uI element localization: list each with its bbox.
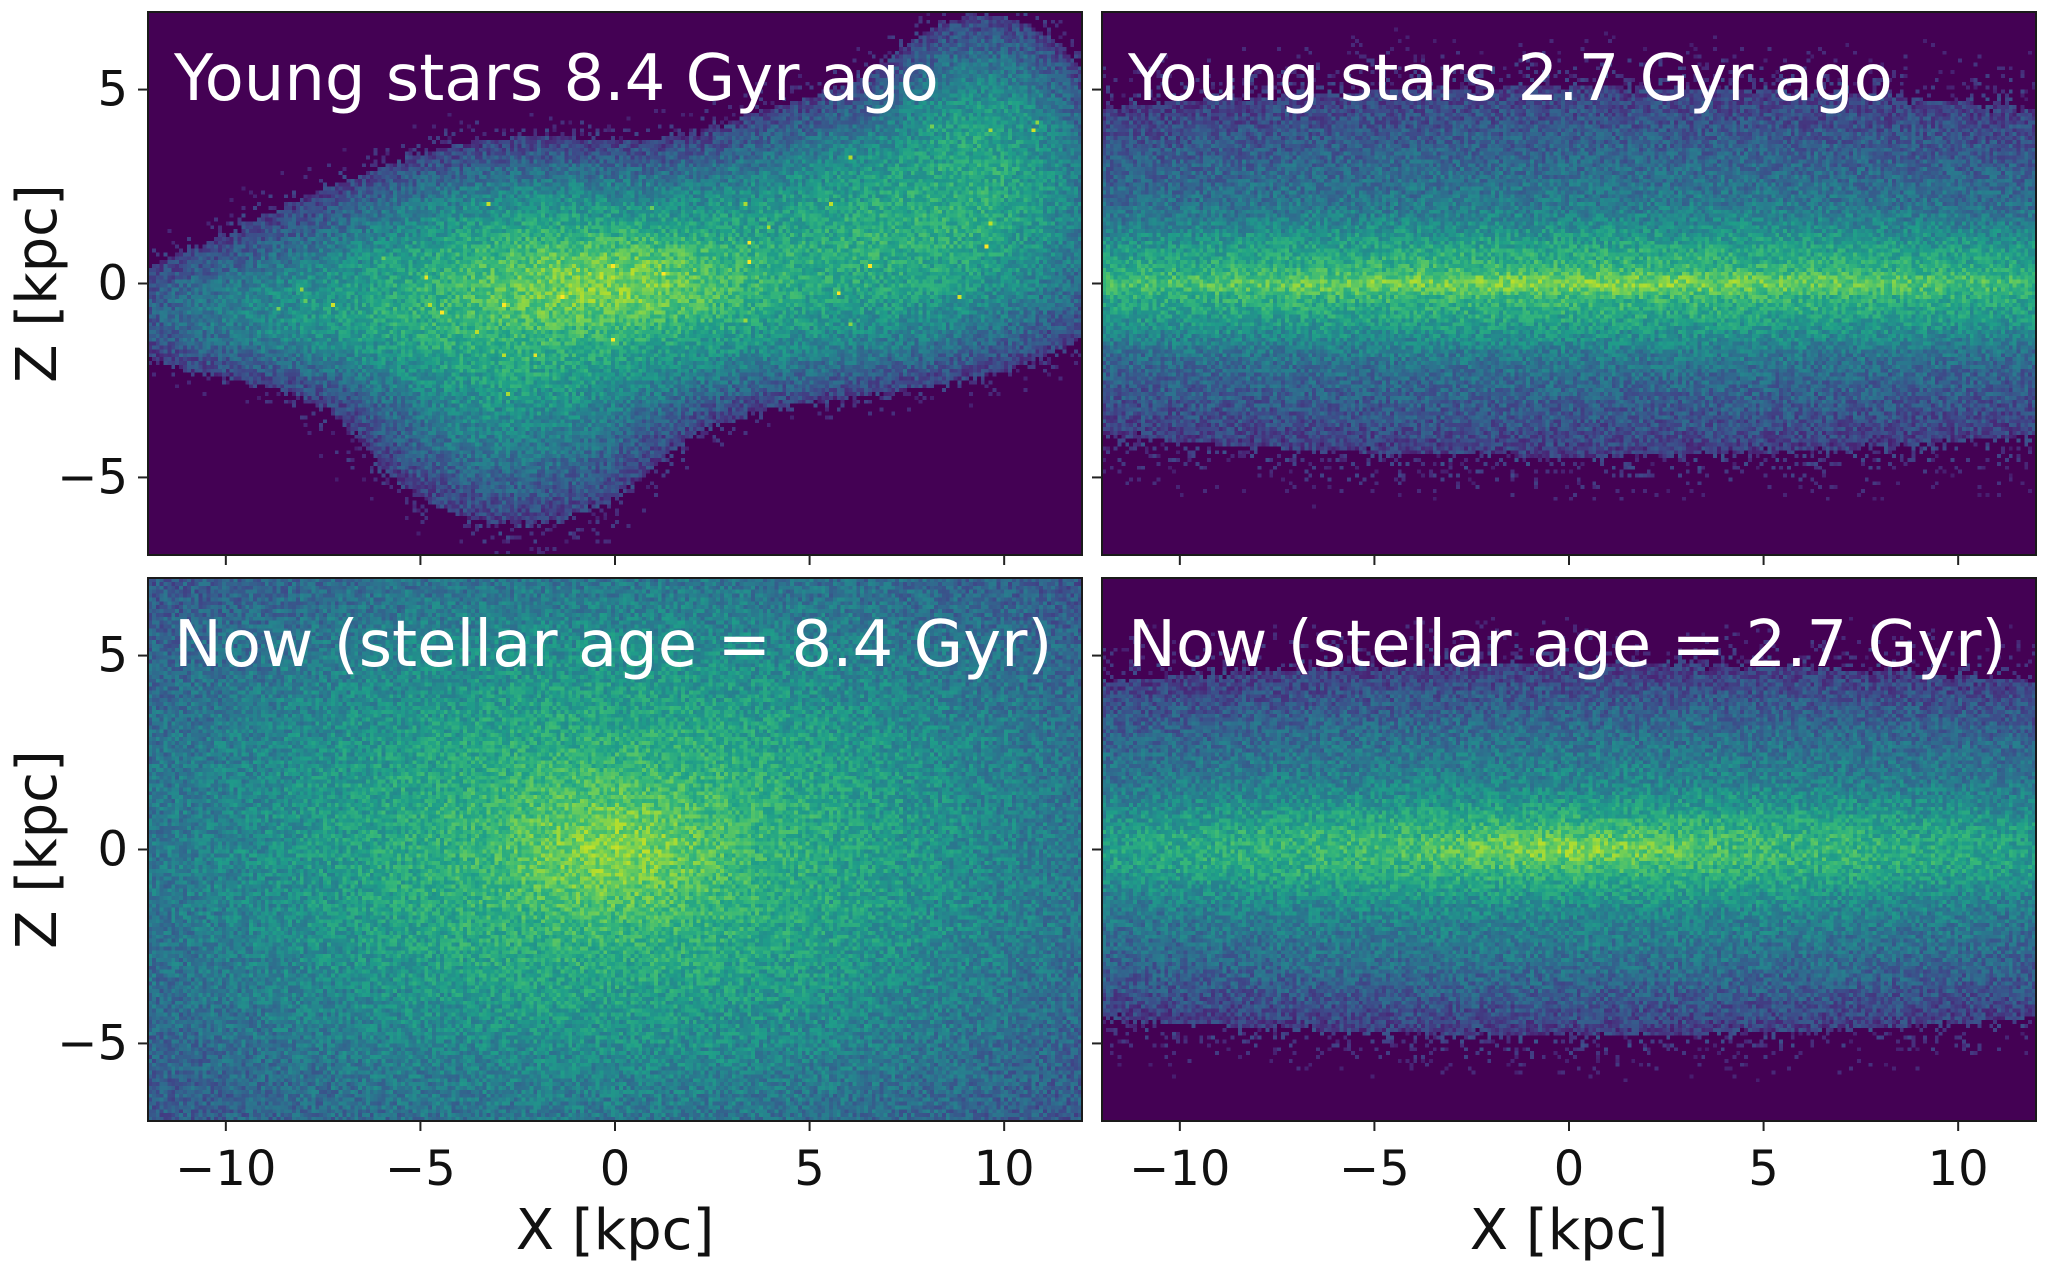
panel-title: Now (stellar age = 2.7 Gyr) [1128,608,2006,682]
panel-young-2-7-gyr: Young stars 2.7 Gyr ago [1092,11,2037,565]
y-tick-label: −5 [57,1015,128,1071]
x-axis-label: X [kpc] [1470,1198,1669,1263]
y-tick-label: 0 [97,256,128,312]
panel-young-8-4-gyr: Young stars 8.4 Gyr ago −5 0 5 Z [kpc] [5,11,1083,565]
x-tick-label: −10 [1129,1141,1230,1197]
y-tick-label: −5 [57,449,128,505]
x-tick-label: −10 [175,1141,276,1197]
x-tick-label: −5 [1339,1141,1410,1197]
y-tick-label: 5 [97,62,128,118]
x-tick-label: 10 [974,1141,1035,1197]
density-heatmap [148,578,1082,1121]
x-tick-label: 0 [1554,1141,1585,1197]
x-tick-label: 0 [600,1141,631,1197]
density-heatmap [1102,578,2036,1121]
x-axis-label: X [kpc] [516,1198,715,1263]
panel-title: Young stars 2.7 Gyr ago [1127,42,1893,116]
y-tick-label: 0 [97,822,128,878]
x-tick-label: 5 [1748,1141,1779,1197]
density-heatmap [1102,12,2036,555]
y-axis-label: Z [kpc] [5,184,70,383]
panel-title: Young stars 8.4 Gyr ago [173,42,939,116]
density-heatmap [148,12,1082,555]
y-tick-label: 5 [97,628,128,684]
y-axis-label: Z [kpc] [5,750,70,949]
x-tick-label: 5 [794,1141,825,1197]
x-tick-label: 10 [1928,1141,1989,1197]
panel-now-age-8-4-gyr: Now (stellar age = 8.4 Gyr) −5 0 5 −10 −5 0 5 10… [5,577,1083,1263]
x-tick-label: −5 [385,1141,456,1197]
panel-title: Now (stellar age = 8.4 Gyr) [174,608,1052,682]
panel-now-age-2-7-gyr: Now (stellar age = 2.7 Gyr) −10 −5 0 5 10 X [k… [1092,577,2037,1263]
